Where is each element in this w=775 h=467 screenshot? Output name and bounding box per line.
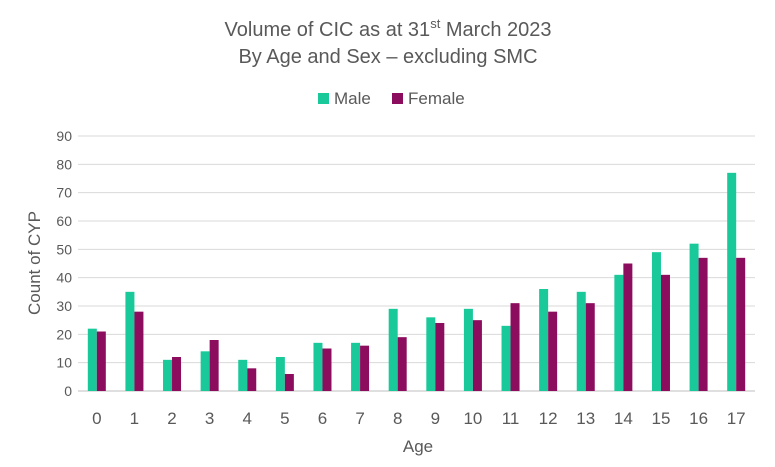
x-tick-label: 14 <box>614 409 633 428</box>
y-tick-label: 20 <box>56 326 72 342</box>
chart-title-tail: March 2023 <box>440 19 551 41</box>
bar-female-age-6 <box>322 348 332 391</box>
bar-female-age-15 <box>660 274 670 391</box>
x-tick-label: 6 <box>318 409 327 428</box>
x-tick-label: 9 <box>431 409 440 428</box>
gridlines <box>78 135 755 392</box>
y-tick-label: 0 <box>64 383 72 399</box>
bar-male-age-9 <box>426 317 436 391</box>
bar-female-age-7 <box>360 345 370 391</box>
bar-male-age-1 <box>125 291 135 391</box>
bar-male-age-11 <box>501 325 511 391</box>
chart-title-line-2: By Age and Sex – excluding SMC <box>238 46 537 68</box>
bar-female-age-13 <box>585 303 595 391</box>
x-tick-label: 2 <box>167 409 176 428</box>
bar-male-age-2 <box>163 359 173 391</box>
bar-male-age-10 <box>463 308 473 391</box>
x-tick-label: 15 <box>652 409 671 428</box>
y-tick-label: 70 <box>56 185 72 201</box>
x-tick-label: 13 <box>576 409 595 428</box>
bar-male-age-13 <box>576 291 586 391</box>
bar-female-age-8 <box>397 337 407 391</box>
bars <box>87 172 746 391</box>
y-tick-label: 40 <box>56 270 72 286</box>
legend-swatch-female <box>392 93 403 104</box>
x-axis: 0 1 2 3 4 5 6 7 8 9 10 11 12 13 14 15 16 17 <box>92 409 746 428</box>
x-tick-label: 11 <box>502 409 520 428</box>
chart-title-main: Volume of CIC as at 31 <box>225 19 431 41</box>
bar-male-age-5 <box>275 357 285 391</box>
bar-male-age-16 <box>689 243 699 391</box>
bar-female-age-2 <box>172 357 182 391</box>
y-tick-label: 30 <box>56 298 72 314</box>
x-tick-label: 10 <box>463 409 482 428</box>
bar-male-age-6 <box>313 342 323 391</box>
x-tick-label: 3 <box>205 409 214 428</box>
y-tick-label: 60 <box>56 213 72 229</box>
y-axis-label: Count of CYP <box>25 211 44 315</box>
legend-swatch-male <box>318 93 329 104</box>
bar-male-age-17 <box>727 172 737 391</box>
y-tick-label: 80 <box>56 156 72 172</box>
x-tick-label: 8 <box>393 409 402 428</box>
x-tick-label: 4 <box>243 409 252 428</box>
legend-label-female: Female <box>408 89 465 108</box>
bar-female-age-12 <box>548 311 558 391</box>
bar-male-age-8 <box>388 308 398 391</box>
bar-female-age-10 <box>472 320 482 391</box>
y-axis: 0 10 20 30 40 50 60 70 80 90 <box>56 128 72 399</box>
bar-male-age-3 <box>200 351 210 391</box>
bar-female-age-4 <box>247 368 257 391</box>
bar-female-age-17 <box>736 257 746 391</box>
bar-female-age-1 <box>134 311 144 391</box>
bar-male-age-15 <box>651 252 661 391</box>
x-tick-label: 7 <box>355 409 364 428</box>
chart-title-superscript: st <box>430 16 441 31</box>
y-tick-label: 50 <box>56 241 72 257</box>
y-tick-label: 10 <box>56 355 72 371</box>
bar-female-age-11 <box>510 303 520 391</box>
bar-female-age-16 <box>698 257 708 391</box>
legend: Male Female <box>318 89 465 108</box>
x-axis-label: Age <box>403 437 433 456</box>
x-tick-label: 0 <box>92 409 101 428</box>
x-tick-label: 12 <box>539 409 558 428</box>
bar-male-age-0 <box>87 328 97 391</box>
x-tick-label: 16 <box>689 409 708 428</box>
bar-male-age-14 <box>614 274 624 391</box>
bar-male-age-12 <box>539 289 549 391</box>
bar-male-age-7 <box>351 342 361 391</box>
bar-male-age-4 <box>238 359 248 391</box>
x-tick-label: 17 <box>727 409 746 428</box>
bar-female-age-5 <box>284 374 294 391</box>
x-tick-label: 1 <box>130 409 139 428</box>
x-tick-label: 5 <box>280 409 289 428</box>
bar-female-age-9 <box>435 323 445 391</box>
chart-title-line-1: Volume of CIC as at 31st March 2023 <box>225 16 552 41</box>
y-tick-label: 90 <box>56 128 72 144</box>
bar-female-age-14 <box>623 263 633 391</box>
bar-female-age-3 <box>209 340 219 391</box>
legend-label-male: Male <box>334 89 371 108</box>
bar-female-age-0 <box>96 331 106 391</box>
